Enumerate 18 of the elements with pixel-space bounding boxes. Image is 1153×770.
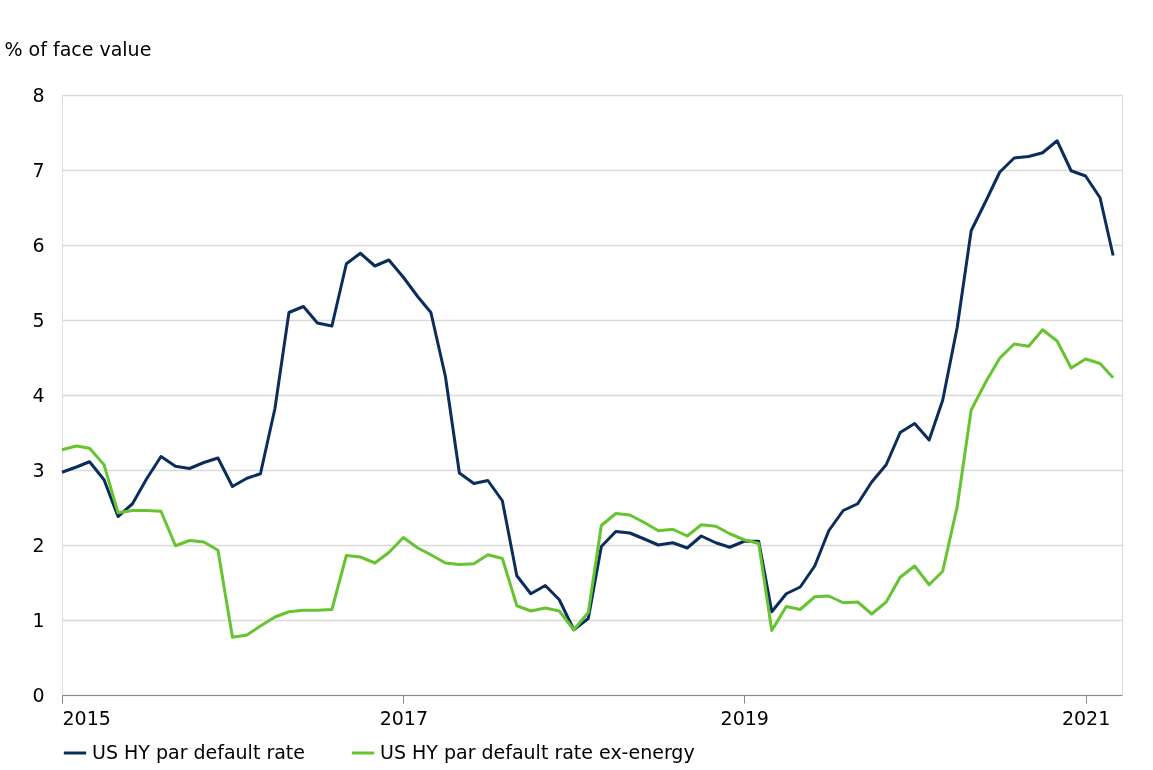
legend-label: US HY par default rate — [92, 741, 305, 763]
x-tick-label: 2015 — [62, 706, 111, 729]
y-tick-label: 1 — [32, 608, 45, 631]
y-axis-title: % of face value — [4, 37, 152, 60]
y-tick-label: 7 — [32, 158, 45, 181]
y-tick-label: 6 — [32, 233, 45, 256]
line-series — [60, 139, 1115, 632]
line-series — [60, 328, 1115, 639]
y-tick-label: 4 — [32, 383, 45, 406]
x-tick-label: 2017 — [379, 706, 429, 729]
x-tick-label: 2021 — [1061, 706, 1111, 729]
y-tick-label: 3 — [32, 458, 45, 481]
legend-label: US HY par default rate ex-energy — [380, 741, 695, 763]
x-tick-label: 2019 — [720, 706, 769, 729]
y-tick-label: 8 — [32, 83, 45, 106]
y-tick-label: 5 — [32, 308, 45, 331]
y-tick-label: 0 — [32, 683, 45, 706]
y-tick-label: 2 — [32, 533, 45, 556]
